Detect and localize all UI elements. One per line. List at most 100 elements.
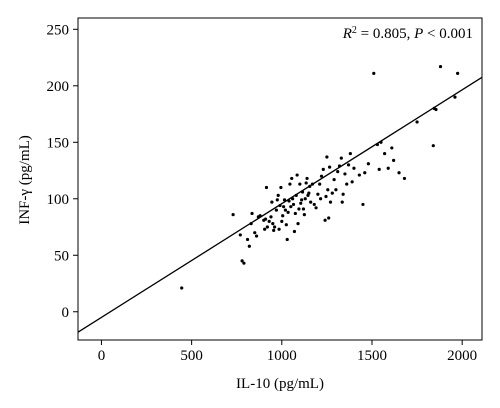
data-point xyxy=(304,181,308,185)
data-point xyxy=(253,231,257,235)
data-point xyxy=(302,212,306,217)
data-point xyxy=(264,185,269,190)
data-point xyxy=(431,144,435,148)
data-point xyxy=(312,202,316,207)
data-point xyxy=(292,229,297,234)
annotation-p-value: < 0.001 xyxy=(423,26,473,42)
x-tick-label: 1000 xyxy=(267,348,297,364)
data-point xyxy=(270,200,274,204)
data-point xyxy=(334,188,338,192)
data-point xyxy=(326,188,330,192)
data-point xyxy=(258,214,262,218)
data-point xyxy=(339,156,343,160)
data-point xyxy=(323,218,327,222)
data-point xyxy=(285,237,289,242)
data-point xyxy=(366,162,370,166)
data-point xyxy=(287,199,291,203)
data-point xyxy=(361,202,365,207)
data-point xyxy=(383,151,387,156)
annotation: R2 = 0.805, P < 0.001 xyxy=(342,25,473,43)
data-point xyxy=(297,207,301,211)
x-axis-title: IL-10 (pg/mL) xyxy=(236,376,324,392)
data-point xyxy=(345,182,349,186)
data-point xyxy=(321,167,325,171)
data-point xyxy=(281,214,285,218)
data-point xyxy=(343,172,347,176)
data-point xyxy=(434,107,438,112)
data-points xyxy=(180,64,460,290)
data-point xyxy=(279,185,283,190)
data-point xyxy=(337,164,342,168)
data-point xyxy=(274,208,278,212)
plot-frame xyxy=(77,17,483,341)
data-point xyxy=(307,191,311,195)
data-point xyxy=(319,174,324,178)
data-point xyxy=(247,244,251,248)
data-point xyxy=(180,286,184,290)
data-point xyxy=(284,223,288,227)
data-point xyxy=(231,212,235,217)
data-point xyxy=(286,210,290,214)
data-point xyxy=(245,237,250,242)
data-point xyxy=(249,222,253,226)
x-tick-label: 500 xyxy=(180,348,203,364)
data-point xyxy=(296,222,300,226)
data-point xyxy=(318,197,323,201)
y-tick-label: 100 xyxy=(47,192,70,208)
data-point xyxy=(415,120,419,124)
annotation-r-value: = 0.805, xyxy=(357,26,414,42)
data-point xyxy=(280,219,284,223)
data-point xyxy=(272,228,276,233)
data-point xyxy=(397,171,401,175)
data-point xyxy=(300,190,305,194)
data-point xyxy=(332,177,336,182)
data-point xyxy=(377,167,381,171)
data-point xyxy=(289,205,293,209)
data-point xyxy=(316,192,320,196)
data-point xyxy=(254,234,259,238)
annotation-r-exponent: 2 xyxy=(352,25,357,36)
data-point xyxy=(305,176,309,181)
data-point xyxy=(282,198,287,202)
data-point xyxy=(240,259,244,263)
data-point xyxy=(348,151,352,156)
y-tick-label: 50 xyxy=(54,248,69,264)
data-point xyxy=(341,192,345,196)
data-point xyxy=(363,171,367,175)
data-point xyxy=(299,201,303,205)
data-point xyxy=(282,205,286,209)
data-point xyxy=(379,140,383,144)
data-point xyxy=(269,215,273,219)
data-point xyxy=(303,197,307,201)
data-point xyxy=(392,158,396,162)
data-point xyxy=(350,180,354,184)
y-tick-label: 250 xyxy=(47,22,70,38)
data-point xyxy=(275,198,279,202)
x-tick-label: 0 xyxy=(98,348,106,364)
data-point xyxy=(325,155,329,159)
data-point xyxy=(318,182,322,186)
x-tick-label: 2000 xyxy=(447,348,477,364)
data-point xyxy=(277,227,281,231)
data-point xyxy=(242,261,246,265)
y-tick-label: 0 xyxy=(62,305,70,321)
data-point xyxy=(330,191,334,195)
data-point xyxy=(309,200,313,204)
data-point xyxy=(310,182,315,186)
data-point xyxy=(402,176,407,181)
data-point xyxy=(336,170,340,174)
data-point xyxy=(288,182,292,186)
data-point xyxy=(263,227,267,231)
data-point xyxy=(327,165,332,169)
data-point xyxy=(308,184,312,188)
data-point xyxy=(272,225,277,229)
data-point xyxy=(327,216,331,220)
y-tick-label: 150 xyxy=(47,135,70,151)
data-point xyxy=(293,211,297,216)
data-point xyxy=(278,203,282,208)
data-point xyxy=(372,71,376,75)
data-point xyxy=(324,194,328,199)
x-axis: 0 500 1000 1500 2000 xyxy=(98,340,477,364)
annotation-p: P xyxy=(413,26,423,42)
